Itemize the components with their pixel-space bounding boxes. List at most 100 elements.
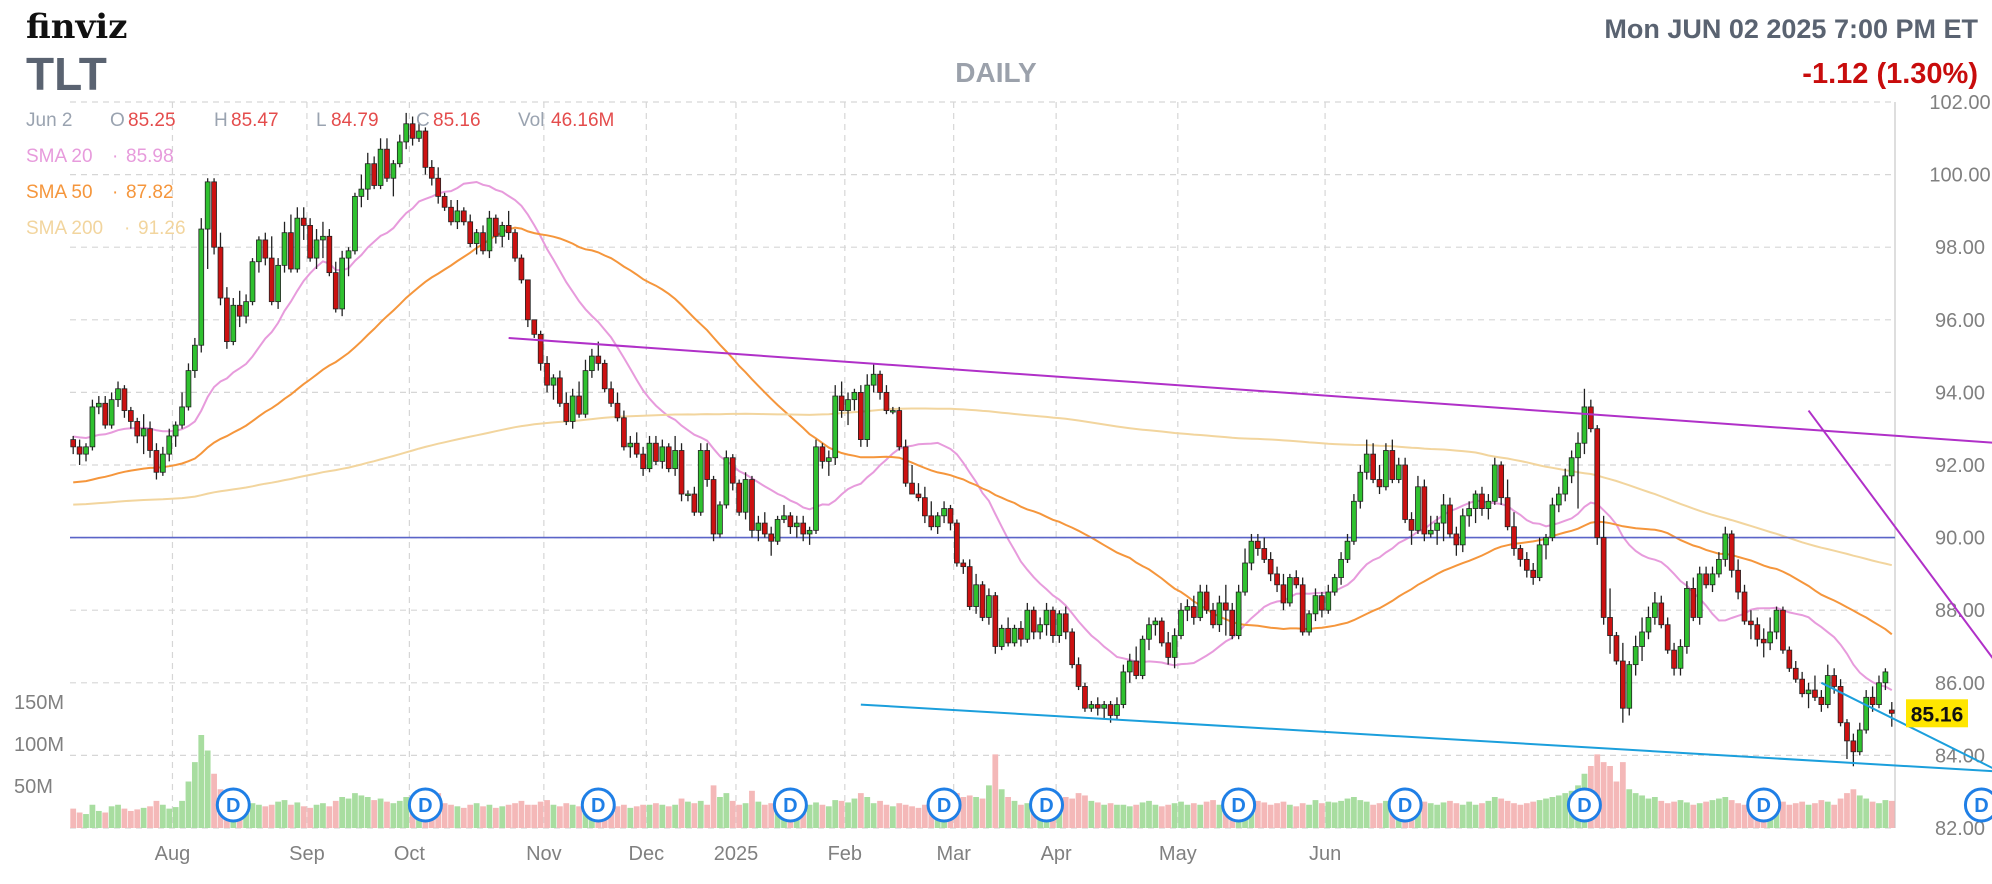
candle-body [1370,453,1376,480]
volume-bar [1120,804,1127,828]
dividend-circle [1221,787,1257,823]
candle-body [601,362,608,390]
moving-averages [73,180,1893,691]
candle-body [710,479,717,535]
time-tick-label: May [1159,843,1197,865]
candle-body [1203,591,1210,611]
volume-bar [512,803,518,828]
candle-body [1440,504,1447,524]
volume-bar [915,807,922,828]
legend-volume-value: 46.16M [551,110,614,131]
volume-bar [640,804,646,828]
candle-body [1568,457,1575,477]
volume-bar [646,804,653,828]
volume-bar [621,804,627,828]
time-tick-label: Oct [394,843,426,865]
candle-body [787,515,794,528]
candle-body [1504,497,1511,528]
ohlc-legend: Jun 2 O 85.25 H 85.47 L 84.79 C 85.16 Vo… [26,110,614,239]
candle-body [115,388,121,401]
candle-body [1338,558,1344,578]
candle-body [1216,602,1223,626]
volume-bar [691,803,698,828]
candle-body [416,130,422,139]
volume-bar [768,803,775,828]
volume-bar [256,804,262,828]
candle-body [320,235,326,241]
legend-high-value: 85.47 [231,110,279,131]
volume-bar [115,804,121,828]
candlesticks [70,112,1895,767]
candle-body [531,319,538,335]
candle-body [986,595,992,618]
candle-body [1274,573,1280,586]
legend-close-value: 85.16 [433,110,481,131]
price-change: -1.12 (1.30%) [1802,58,1978,90]
candle-body [326,235,333,274]
candle-body [1018,627,1024,640]
candle-body [1613,635,1620,662]
volume-bar [1146,800,1152,828]
candle-body [1882,671,1889,684]
candle-body [1805,689,1812,695]
volume-bar [1511,803,1517,828]
candle-body [422,130,429,168]
candle-body [147,428,153,451]
candle-body [1543,537,1549,546]
candle-body [76,446,83,455]
candle-body [89,406,96,448]
candle-body [902,446,909,484]
volume-bar [1728,800,1735,828]
volume-bar [723,793,730,828]
volume-bar [1011,800,1018,828]
candle-body [358,188,365,197]
candle-body [589,355,595,372]
candle-body [1069,631,1075,666]
candle-body [1082,686,1088,709]
candle-body [512,232,518,259]
finviz-logo[interactable]: finviz [26,7,127,47]
candle-body [1267,558,1274,575]
candle-body [1645,617,1652,633]
candle-body [1696,573,1703,618]
candle-body [134,421,141,437]
candle-body [204,181,211,230]
candle-body [890,410,896,413]
volume-bar [1850,789,1857,828]
price-tick-label: 84.00 [1935,745,1985,767]
candle-body [1690,588,1697,618]
candle-body [448,206,454,223]
volume-bar [909,806,915,828]
candle-body [1050,609,1056,637]
candle-body [1248,540,1255,564]
candle-body [1472,493,1479,509]
candle-body [294,217,301,270]
candle-body [1677,646,1684,669]
candle-body [729,457,736,484]
candle-body [941,508,947,517]
volume-bar [1658,800,1665,828]
candle-body [825,457,832,462]
volume-bar [697,800,704,828]
candle-body [1600,537,1607,618]
volume-bar [1671,801,1677,828]
candle-body [1459,515,1466,546]
volume-bar [185,781,192,828]
volume-bar [1376,803,1383,828]
volume-bar [313,804,320,828]
trendlines[interactable] [508,336,1992,788]
candle-body [1549,504,1556,538]
candle-body [1101,704,1107,709]
volume-bar [1543,798,1549,828]
resistance-trendline [508,336,1992,444]
candle-body [1466,508,1472,517]
volume-bar [653,803,659,828]
price-tick-label: 100.00 [1929,165,1990,187]
volume-bar [556,806,563,828]
dividend-letter: D [591,795,605,817]
dividend-circle [926,787,962,823]
dividend-marker: D [1746,787,1782,823]
candle-body [1184,606,1191,611]
volume-bar [211,773,217,828]
candle-body [1555,493,1562,506]
